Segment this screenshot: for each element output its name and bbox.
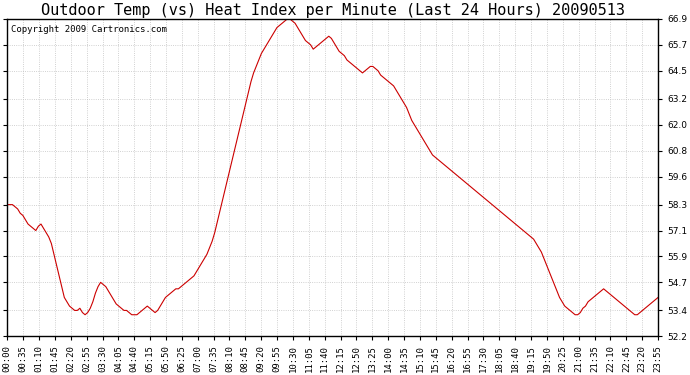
Text: Copyright 2009 Cartronics.com: Copyright 2009 Cartronics.com — [10, 25, 166, 34]
Title: Outdoor Temp (vs) Heat Index per Minute (Last 24 Hours) 20090513: Outdoor Temp (vs) Heat Index per Minute … — [41, 3, 624, 18]
